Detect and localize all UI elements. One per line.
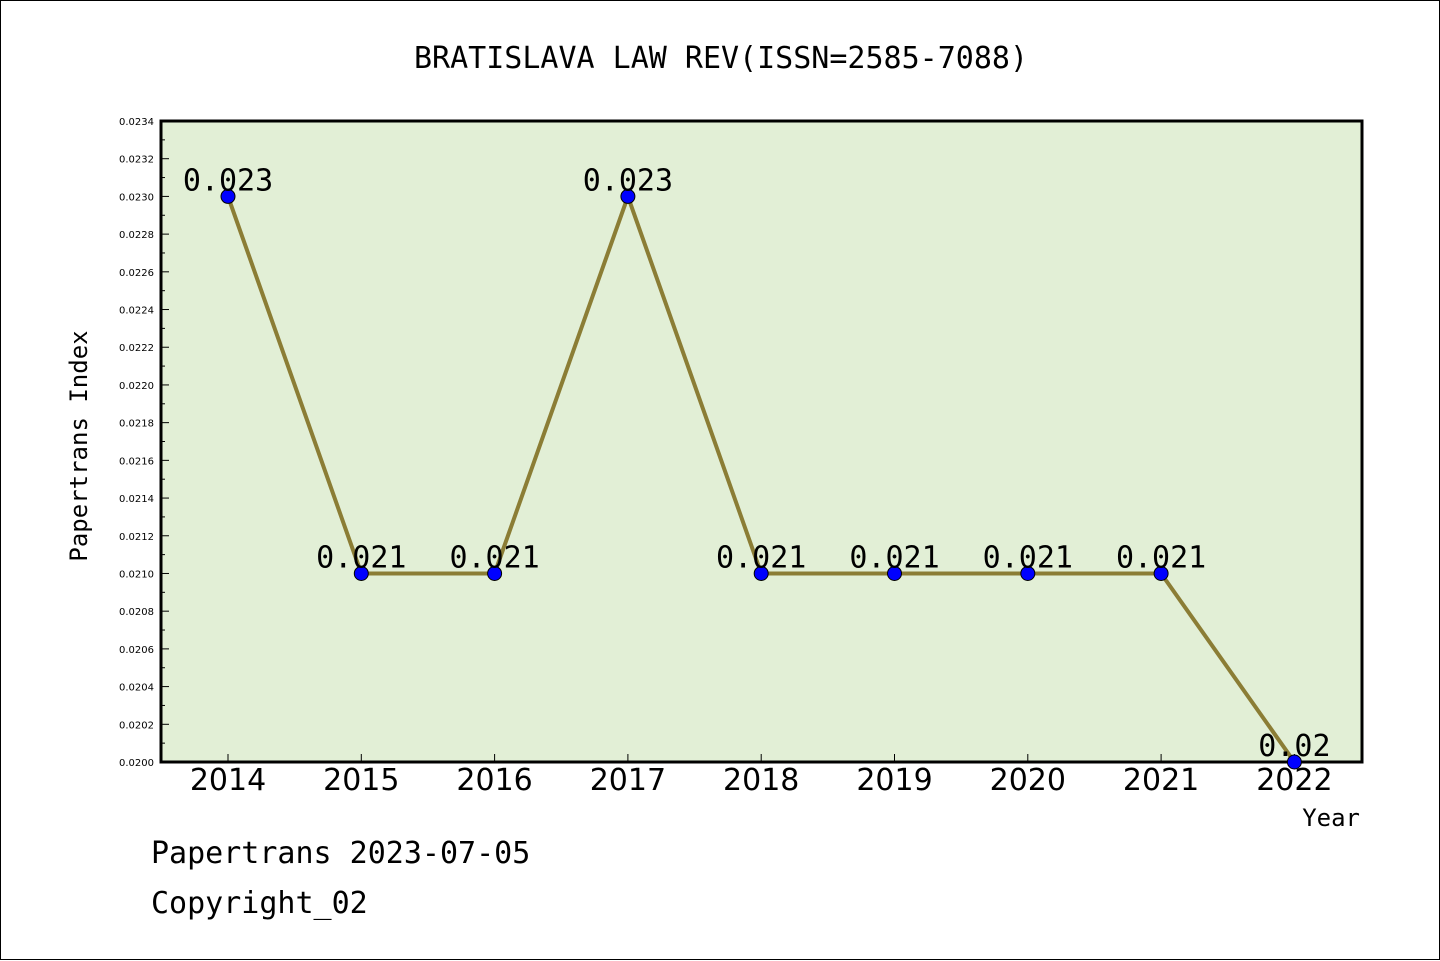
- data-label: 0.021: [716, 540, 806, 575]
- y-tick-label: 0.0226: [119, 268, 154, 279]
- data-point: [1020, 565, 1036, 581]
- y-tick-label: 0.0224: [119, 306, 154, 317]
- data-label: 0.021: [1116, 540, 1206, 575]
- y-tick-label: 0.0202: [119, 720, 154, 731]
- plot-area: [159, 119, 1364, 764]
- x-tick-label: 2016: [456, 763, 532, 798]
- y-tick-label: 0.0204: [119, 683, 154, 694]
- data-label: 0.021: [849, 540, 939, 575]
- y-tick-label: 0.0230: [119, 192, 154, 203]
- y-tick-label: 0.0216: [119, 456, 154, 467]
- data-point: [487, 565, 503, 581]
- y-tick-label: 0.0222: [119, 343, 154, 354]
- data-point: [1286, 754, 1302, 770]
- data-label: 0.023: [183, 163, 273, 198]
- data-point: [220, 188, 236, 204]
- x-axis-ticks: 2014 2015 2016 2017 2018 2019 2020 2021 2022: [190, 754, 1333, 798]
- data-label: 0.02: [1258, 729, 1330, 764]
- y-axis-ticks: 0.0200 0.0202 0.0204 0.0206 0.0208 0.0210 0.02…: [119, 117, 169, 769]
- y-tick-label: 0.0228: [119, 230, 154, 241]
- y-tick-label: 0.0214: [119, 494, 154, 505]
- data-point: [887, 565, 902, 581]
- y-tick-label: 0.0206: [119, 645, 154, 656]
- y-tick-label: 0.0212: [119, 532, 154, 543]
- x-tick-label: 2015: [323, 763, 399, 798]
- data-point: [620, 188, 636, 204]
- data-label: 0.021: [983, 540, 1073, 575]
- y-tick-label: 0.0218: [119, 419, 154, 430]
- data-point: [753, 565, 769, 581]
- data-series: 0.023 0.021 0.021 0.023 0.021 0.021 0.021 0.021…: [183, 163, 1331, 770]
- data-label: 0.023: [583, 163, 673, 198]
- y-axis-label: Papertrans Index: [65, 330, 93, 561]
- data-point: [1153, 565, 1169, 581]
- x-tick-label: 2021: [1123, 763, 1199, 798]
- chart-title: BRATISLAVA LAW REV(ISSN=2585-7088): [414, 41, 1028, 76]
- footer-copyright: Copyright_02: [151, 886, 368, 921]
- x-tick-label: 2019: [856, 763, 932, 798]
- y-tick-label: 0.0208: [119, 607, 154, 618]
- data-label: 0.021: [449, 540, 539, 575]
- data-point: [353, 565, 369, 581]
- x-tick-label: 2018: [723, 763, 799, 798]
- footer-date: Papertrans 2023-07-05: [151, 836, 531, 871]
- x-tick-label: 2020: [990, 763, 1066, 798]
- x-tick-label: 2017: [590, 763, 666, 798]
- x-tick-label: 2014: [190, 763, 266, 798]
- y-tick-label: 0.0200: [119, 758, 154, 769]
- x-axis-label: Year: [1302, 804, 1360, 832]
- y-tick-label: 0.0232: [119, 155, 154, 166]
- y-tick-label: 0.0220: [119, 381, 154, 392]
- data-label: 0.021: [316, 540, 406, 575]
- y-tick-label: 0.0210: [119, 569, 154, 580]
- y-tick-label: 0.0234: [119, 117, 154, 128]
